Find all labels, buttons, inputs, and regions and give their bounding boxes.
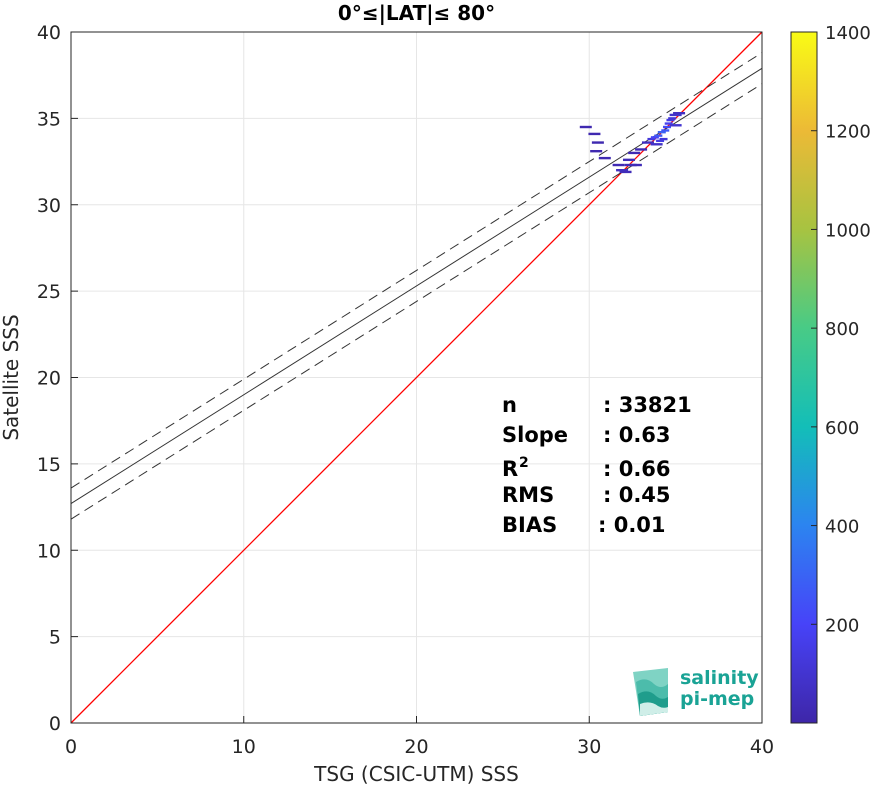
logo-text-salinity: salinity	[680, 667, 759, 689]
density-point	[661, 129, 670, 132]
colorbar-gradient	[790, 31, 818, 724]
x-tick-label: 30	[577, 736, 601, 758]
colorbar-tick-label: 600	[825, 418, 859, 439]
x-axis-label: TSG (CSIC-UTM) SSS	[313, 762, 519, 786]
density-point	[650, 136, 659, 139]
logo-text-pi-mep: pi-mep	[680, 688, 754, 710]
density-point	[659, 137, 668, 141]
density-point	[668, 117, 677, 120]
x-tick-label: 0	[65, 736, 77, 758]
stat-value: : 0.66	[603, 457, 671, 481]
stat-label: n	[502, 393, 517, 417]
density-point	[647, 137, 656, 141]
density-point	[656, 139, 665, 143]
density-point	[669, 113, 682, 117]
density-point	[619, 170, 632, 174]
density-point	[629, 163, 642, 167]
chart-title: 0°≤|LAT|≤ 80°	[338, 1, 495, 25]
x-tick-label: 40	[750, 736, 774, 758]
y-tick-label: 5	[49, 627, 61, 649]
density-point	[654, 134, 663, 137]
density-point	[657, 130, 666, 134]
stat-label: Slope	[502, 423, 568, 447]
density-point	[662, 125, 671, 129]
colorbar-tick-label: 1200	[825, 122, 871, 143]
density-point	[591, 141, 604, 144]
statistics-box: n : 33821 Slope : 0.63 R 2 : 0.66 RMS : 0.45 BIAS…	[502, 393, 692, 537]
y-axis-label: Satellite SSS	[0, 314, 23, 440]
density-point	[628, 151, 641, 155]
density-point	[664, 122, 673, 125]
density-point	[641, 141, 654, 144]
stat-value: : 0.63	[603, 423, 671, 447]
colorbar-tick-label: 400	[825, 517, 859, 538]
y-tick-label: 20	[37, 368, 61, 390]
stat-value: : 33821	[603, 393, 692, 417]
y-tick-label: 35	[37, 108, 61, 130]
y-tick-label: 15	[37, 454, 61, 476]
stat-label: BIAS	[502, 513, 557, 537]
density-point	[666, 118, 675, 122]
y-tick-label: 10	[37, 540, 61, 562]
fit-lines	[70, 31, 763, 724]
colorbar-ticks: 200 400 600 800 1000 1200 1400	[811, 23, 871, 636]
density-points	[579, 111, 686, 174]
density-point	[616, 169, 629, 172]
stat-label: R	[502, 457, 518, 481]
x-axis-ticks: 0 10 20 30 40	[65, 716, 774, 758]
stat-label: RMS	[502, 483, 554, 507]
upper-bound-line	[70, 52, 763, 489]
stat-value: : 0.01	[598, 513, 666, 537]
x-tick-label: 20	[404, 736, 428, 758]
density-point	[650, 143, 663, 146]
colorbar-tick-label: 200	[825, 615, 859, 636]
density-point	[622, 158, 635, 162]
colorbar-tick-label: 1400	[825, 23, 871, 44]
colorbar-tick-label: 1000	[825, 220, 871, 241]
density-point	[598, 156, 611, 160]
regression-line	[70, 67, 763, 505]
colorbar: 200 400 600 800 1000 1200 1400	[790, 23, 871, 724]
stat-value: : 0.45	[603, 483, 671, 507]
lower-bound-line	[70, 83, 763, 520]
density-point	[588, 132, 601, 136]
y-axis-ticks: 0 5 10 15 20 25 30 35 40	[37, 22, 78, 735]
density-point	[669, 124, 682, 127]
density-point	[673, 111, 686, 115]
density-point	[612, 163, 625, 167]
y-tick-label: 25	[37, 281, 61, 303]
density-point	[590, 149, 603, 153]
density-point	[635, 148, 648, 151]
logo-mark-icon	[633, 668, 668, 716]
one-to-one-line	[70, 31, 763, 724]
x-tick-label: 10	[232, 736, 256, 758]
salinity-pi-mep-logo: salinity pi-mep	[633, 667, 759, 716]
stat-superscript: 2	[519, 455, 529, 471]
density-point	[579, 125, 592, 129]
y-tick-label: 40	[37, 22, 61, 44]
colorbar-tick-label: 800	[825, 319, 859, 340]
y-tick-label: 0	[49, 713, 61, 735]
y-tick-label: 30	[37, 195, 61, 217]
